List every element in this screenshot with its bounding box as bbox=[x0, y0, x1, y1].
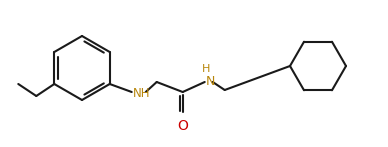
Text: H: H bbox=[201, 64, 210, 74]
Text: NH: NH bbox=[133, 86, 150, 100]
Text: O: O bbox=[177, 119, 188, 133]
Text: N: N bbox=[206, 75, 215, 87]
